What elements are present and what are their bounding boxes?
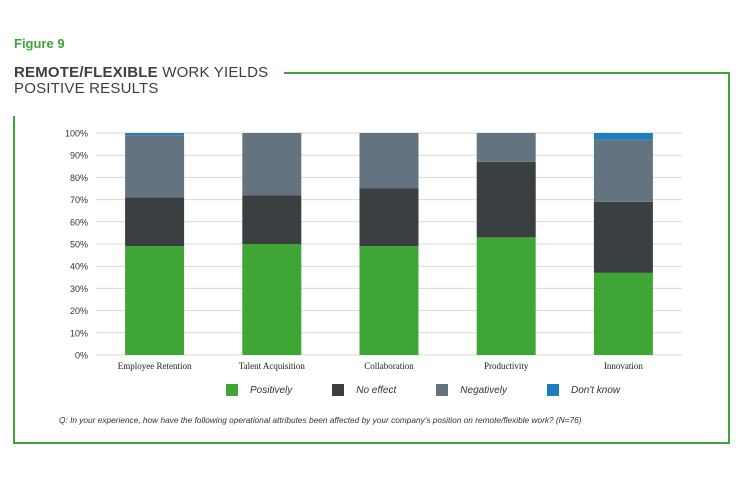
y-tick-label: 60% <box>70 217 88 227</box>
survey-question: Q: In your experience, how have the foll… <box>59 415 582 425</box>
title-line1-rest: WORK YIELDS <box>157 64 269 81</box>
bar-segment <box>476 133 536 162</box>
y-tick-label: 50% <box>70 240 88 250</box>
y-tick-label: 40% <box>70 262 88 272</box>
legend-label-negatively: Negatively <box>460 384 507 396</box>
bar-segment <box>242 133 302 196</box>
legend-label-positively: Positively <box>250 384 293 396</box>
bar-segment <box>359 188 419 247</box>
chart-title: REMOTE/FLEXIBLE WORK YIELDS POSITIVE RES… <box>14 65 268 97</box>
frame-top-line <box>284 72 730 74</box>
legend-label-no-effect: No effect <box>356 384 397 396</box>
x-tick-label: Collaboration <box>364 361 414 371</box>
bar-segment <box>242 195 302 244</box>
legend-item-no-effect: No effect <box>332 384 396 396</box>
x-tick-label: Talent Acquisition <box>239 361 306 371</box>
y-tick-label: 90% <box>70 151 88 161</box>
frame-left-line <box>13 116 15 444</box>
legend-label-dont-know: Don't know <box>570 384 621 396</box>
legend-swatch-dont-know <box>546 384 559 396</box>
bar-segment <box>125 197 185 247</box>
y-tick-label: 80% <box>70 173 88 183</box>
bar-segment <box>593 139 653 202</box>
legend: Positively No effect Negatively Don't kn… <box>226 384 660 396</box>
legend-swatch-no-effect <box>332 384 345 396</box>
legend-item-positively: Positively <box>226 384 292 396</box>
y-tick-label: 100% <box>65 129 88 139</box>
bar-segment <box>242 244 302 355</box>
bar-segment <box>476 237 536 355</box>
bar-segment <box>125 135 185 198</box>
bar-segment <box>125 133 185 136</box>
bar-segment <box>593 201 653 273</box>
legend-swatch-positively <box>226 384 238 396</box>
y-tick-label: 30% <box>70 284 88 294</box>
bar-segment <box>125 246 185 355</box>
x-tick-label: Employee Retention <box>118 361 192 371</box>
bar-segment <box>359 133 419 189</box>
y-tick-label: 70% <box>70 195 88 205</box>
frame-right-line <box>728 72 730 444</box>
x-tick-label: Innovation <box>604 361 643 371</box>
bar-segment <box>476 161 536 238</box>
legend-swatch-negatively <box>436 384 449 396</box>
bar-segment <box>359 246 419 355</box>
title-bold: REMOTE/FLEXIBLE <box>14 64 158 81</box>
legend-item-dont-know: Don't know <box>546 384 621 396</box>
x-tick-label: Productivity <box>484 361 529 371</box>
title-line2: POSITIVE RESULTS <box>14 80 159 97</box>
frame-bottom-line <box>13 442 730 444</box>
bar-segment <box>593 272 653 355</box>
bar-segment <box>593 133 653 140</box>
legend-item-negatively: Negatively <box>436 384 507 396</box>
figure-label: Figure 9 <box>14 36 65 51</box>
y-tick-label: 10% <box>70 328 88 338</box>
y-tick-label: 0% <box>75 351 88 361</box>
y-tick-label: 20% <box>70 306 88 316</box>
